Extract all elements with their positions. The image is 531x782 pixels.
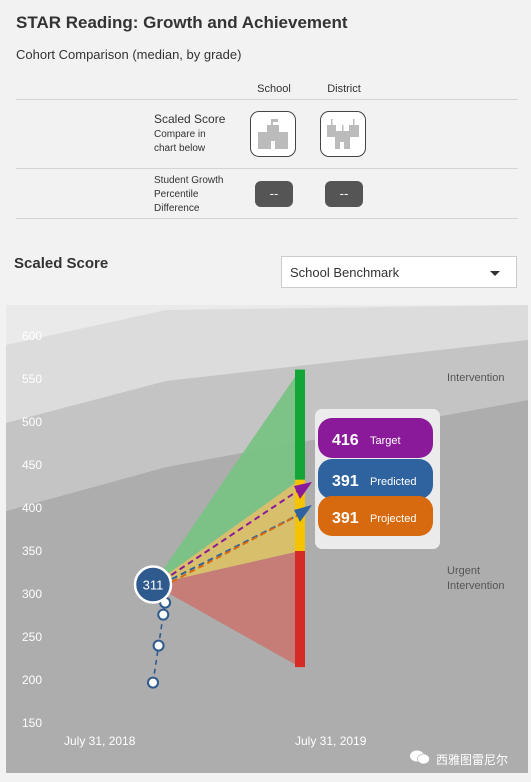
benchmark-dropdown[interactable]: School Benchmark <box>281 256 517 288</box>
history-point <box>147 676 159 689</box>
row-note: Compare in <box>154 129 206 140</box>
section-title: Scaled Score <box>14 255 109 272</box>
y-tick-label: 500 <box>22 415 42 429</box>
y-tick-label: 300 <box>22 587 42 601</box>
range-bar-segment <box>295 369 305 480</box>
district-growth-value-button[interactable]: -- <box>325 181 363 207</box>
row-label-growth: Student Growth <box>154 175 224 186</box>
divider <box>16 218 518 219</box>
benchmark-dropdown-value: School Benchmark <box>290 265 400 280</box>
column-label-school: School <box>257 83 291 95</box>
history-point <box>157 608 170 621</box>
fan-green <box>153 369 300 585</box>
current-score-label: 311 <box>143 578 164 593</box>
y-tick-label: 350 <box>22 544 42 558</box>
row-label-scaled-score: Scaled Score <box>154 112 226 126</box>
history-point <box>152 639 165 652</box>
projection-value: 391 <box>332 473 359 490</box>
projection-pill <box>318 418 433 458</box>
district-buildings-icon <box>327 119 359 149</box>
row-label-growth: Difference <box>154 203 200 214</box>
y-tick-label: 400 <box>22 501 42 515</box>
district-buildings-button[interactable] <box>320 111 366 157</box>
school-growth-value-button[interactable]: -- <box>255 181 293 207</box>
y-tick-label: 150 <box>22 716 42 730</box>
projection-line <box>162 483 309 582</box>
x-tick-label: July 31, 2018 <box>64 734 136 748</box>
fan-red <box>153 551 300 668</box>
band-top <box>6 305 528 345</box>
divider <box>16 168 518 169</box>
scaled-score-chart: 150 200 250 300 350 400 450 500 550 600 July 31, 2… <box>6 305 528 773</box>
range-bar-segment <box>295 551 305 668</box>
row-label-growth: Percentile <box>154 189 199 200</box>
projection-label: Predicted <box>370 476 416 488</box>
projection-line <box>162 509 309 585</box>
y-tick-label: 550 <box>22 372 42 386</box>
y-tick-label: 450 <box>22 458 42 472</box>
zone-label-urgent: Intervention <box>447 580 504 592</box>
projection-label: Target <box>370 435 401 447</box>
column-label-district: District <box>327 83 361 95</box>
chart-canvas: 150 200 250 300 350 400 450 500 550 600 July 31, 2… <box>6 305 528 773</box>
zone-label-urgent: Urgent <box>447 565 480 577</box>
watermark-text: 西雅图雷尼尔 <box>436 753 509 767</box>
arrowhead <box>294 482 312 499</box>
projection-value: 416 <box>332 432 359 449</box>
y-tick-label: 250 <box>22 630 42 644</box>
page-title: STAR Reading: Growth and Achievement <box>16 13 348 32</box>
x-tick-label: July 31, 2019 <box>295 734 367 748</box>
arrowhead <box>294 505 312 522</box>
zone-label-intervention: Intervention <box>447 372 504 384</box>
row-note: chart below <box>154 143 206 154</box>
projection-pill <box>318 496 433 536</box>
page-subtitle: Cohort Comparison (median, by grade) <box>16 47 242 62</box>
projection-pill <box>318 459 433 499</box>
y-tick-label: 600 <box>22 329 42 343</box>
school-building-button[interactable] <box>250 111 296 157</box>
school-building-icon <box>258 119 288 149</box>
y-tick-label: 200 <box>22 673 42 687</box>
caret-down-icon <box>490 271 500 276</box>
projection-label: Projected <box>370 513 416 525</box>
current-score-bubble <box>133 565 173 604</box>
projection-line <box>162 509 309 588</box>
fan-yellow <box>153 479 300 585</box>
chat-bubble-icon <box>410 750 430 765</box>
projection-value: 391 <box>332 510 359 527</box>
divider <box>16 99 518 100</box>
